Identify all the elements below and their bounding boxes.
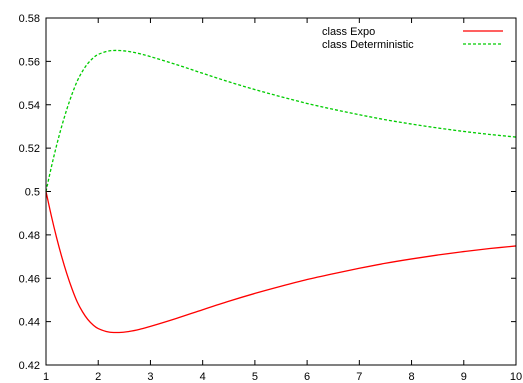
y-tick-label: 0.54 <box>19 100 40 112</box>
y-tick-label: 0.5 <box>25 187 40 199</box>
x-tick-label: 10 <box>510 371 522 383</box>
y-tick-label: 0.52 <box>19 143 40 155</box>
x-tick-label: 5 <box>252 371 258 383</box>
x-tick-label: 3 <box>147 371 153 383</box>
series-line-0 <box>45 191 517 334</box>
x-tick-label: 6 <box>304 371 310 383</box>
y-tick-label: 0.46 <box>19 273 40 285</box>
y-tick-label: 0.48 <box>19 230 40 242</box>
x-tick-label: 9 <box>461 371 467 383</box>
x-tick-label: 1 <box>43 371 49 383</box>
x-tick-label: 2 <box>95 371 101 383</box>
series-lines <box>45 49 517 334</box>
x-tick-label: 4 <box>200 371 206 383</box>
y-tick-label: 0.44 <box>19 317 40 329</box>
y-tick-label: 0.58 <box>19 13 40 25</box>
legend-label-0: class Expo <box>322 26 375 38</box>
axis-ticks: 1 2 3 4 5 6 7 8 9 10 0.42 0.44 0.46 0.48 0.5 0.52 0.54 0.… <box>19 13 523 383</box>
x-tick-label: 8 <box>408 371 414 383</box>
plot-frame <box>45 17 517 366</box>
legend-label-1: class Deterministic <box>322 39 414 51</box>
x-tick-label: 7 <box>356 371 362 383</box>
series-line-1 <box>45 49 517 192</box>
y-tick-label: 0.42 <box>19 360 40 372</box>
y-tick-label: 0.56 <box>19 56 40 68</box>
